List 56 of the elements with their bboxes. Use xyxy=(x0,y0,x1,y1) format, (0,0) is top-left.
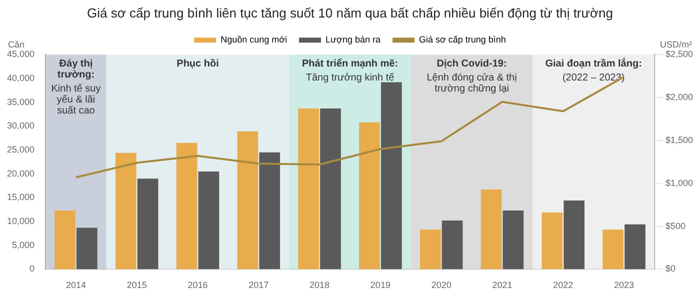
y-tick-label: 25,000 xyxy=(6,144,35,154)
bar xyxy=(602,230,624,270)
band-label: Đáy thị trường: Kinh tế suy yếu & lãi suất cao xyxy=(51,58,101,116)
x-tick-label: 2016 xyxy=(188,280,208,290)
y-tick-label: 5,000 xyxy=(12,240,35,250)
y-tick-label: 20,000 xyxy=(6,168,35,178)
x-tick-label: 2020 xyxy=(431,280,452,290)
bar xyxy=(542,212,563,270)
bar xyxy=(115,152,136,270)
y-axis-title: Căn xyxy=(8,40,25,50)
x-tick-label: 2021 xyxy=(492,280,512,290)
y-tick-label: 40,000 xyxy=(6,72,35,83)
bar xyxy=(624,224,646,270)
y2-tick-label: $2,500 xyxy=(665,49,694,60)
bar xyxy=(502,210,524,270)
band-label: Dịch Covid-19: Lệnh đóng cửa & thị trường chững lại xyxy=(426,58,517,94)
x-tick-label: 2015 xyxy=(126,280,147,290)
bar xyxy=(420,230,441,270)
chart-title: Giá sơ cấp trung bình liên tục tăng suốt 10 năm qua bất chấp nhiều biến động từ thị trường xyxy=(87,5,613,20)
y2-tick-label: $0 xyxy=(665,264,676,274)
bar xyxy=(380,82,402,270)
x-tick-label: 2019 xyxy=(370,280,390,290)
legend-label: Giá sơ cấp trung bình xyxy=(418,34,506,45)
bar xyxy=(198,171,220,270)
x-tick-label: 2022 xyxy=(553,280,574,290)
bar xyxy=(359,122,380,270)
legend-label: Lượng bán ra xyxy=(326,34,380,45)
bar xyxy=(54,210,76,270)
bar xyxy=(442,220,463,270)
x-tick-label: 2023 xyxy=(614,280,634,290)
bar xyxy=(76,228,98,270)
y-tick-label: 35,000 xyxy=(6,96,35,107)
x-tick-label: 2017 xyxy=(248,280,269,290)
bar xyxy=(298,108,320,270)
band-label: Phục hồi xyxy=(176,58,220,70)
bar xyxy=(564,200,585,270)
bar xyxy=(320,108,341,270)
bar xyxy=(480,190,502,270)
y2-tick-label: $1,000 xyxy=(665,178,694,188)
bar xyxy=(259,152,280,270)
y2-tick-label: $2,000 xyxy=(665,92,694,102)
y2-tick-label: $1,500 xyxy=(665,134,694,145)
y2-tick-label: $500 xyxy=(665,220,686,231)
band-label: Phát triển mạnh mẽ: Tăng trưởng kinh tế xyxy=(302,57,398,84)
y-tick-label: 10,000 xyxy=(6,216,35,226)
legend-label: Nguồn cung mới xyxy=(220,34,288,45)
bar xyxy=(176,142,198,270)
x-tick-label: 2014 xyxy=(66,280,86,290)
y-tick-label: 30,000 xyxy=(6,120,35,131)
y2-axis-title: USD/m² xyxy=(660,40,692,50)
y-tick-label: 45,000 xyxy=(6,49,35,60)
bar xyxy=(137,178,158,270)
x-tick-label: 2018 xyxy=(310,280,330,290)
y-tick-label: 15,000 xyxy=(6,192,35,202)
y-tick-label: 0 xyxy=(30,264,35,274)
bar xyxy=(237,131,258,270)
